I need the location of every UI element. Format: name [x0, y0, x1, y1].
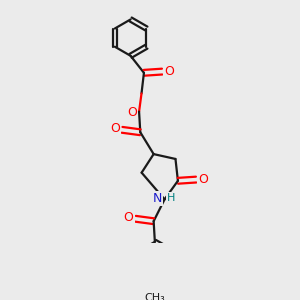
Text: O: O [198, 173, 208, 186]
Text: O: O [164, 65, 174, 78]
Text: CH₃: CH₃ [145, 292, 165, 300]
Text: O: O [110, 122, 120, 135]
Text: O: O [124, 211, 134, 224]
Text: O: O [127, 106, 137, 119]
Text: H: H [167, 193, 176, 203]
Text: N: N [153, 192, 162, 205]
